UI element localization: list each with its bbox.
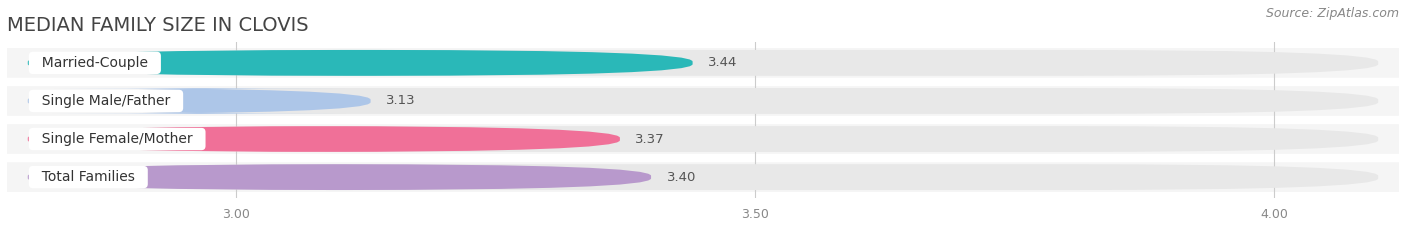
FancyBboxPatch shape [28,126,1378,152]
Text: Married-Couple: Married-Couple [32,56,156,70]
Text: Single Female/Mother: Single Female/Mother [32,132,201,146]
FancyBboxPatch shape [28,50,1378,76]
FancyBboxPatch shape [7,86,1399,116]
Text: 3.13: 3.13 [387,94,416,107]
Text: Total Families: Total Families [32,170,143,184]
FancyBboxPatch shape [28,164,1378,190]
FancyBboxPatch shape [7,48,1399,78]
FancyBboxPatch shape [7,162,1399,192]
Text: Single Male/Father: Single Male/Father [32,94,179,108]
Text: 3.44: 3.44 [709,56,738,69]
FancyBboxPatch shape [28,126,620,152]
FancyBboxPatch shape [7,124,1399,154]
Text: 3.37: 3.37 [636,133,665,146]
Text: 3.40: 3.40 [666,171,696,184]
FancyBboxPatch shape [28,88,1378,114]
FancyBboxPatch shape [28,50,693,76]
FancyBboxPatch shape [28,164,651,190]
Text: MEDIAN FAMILY SIZE IN CLOVIS: MEDIAN FAMILY SIZE IN CLOVIS [7,16,309,35]
Text: Source: ZipAtlas.com: Source: ZipAtlas.com [1265,7,1399,20]
FancyBboxPatch shape [28,88,371,114]
